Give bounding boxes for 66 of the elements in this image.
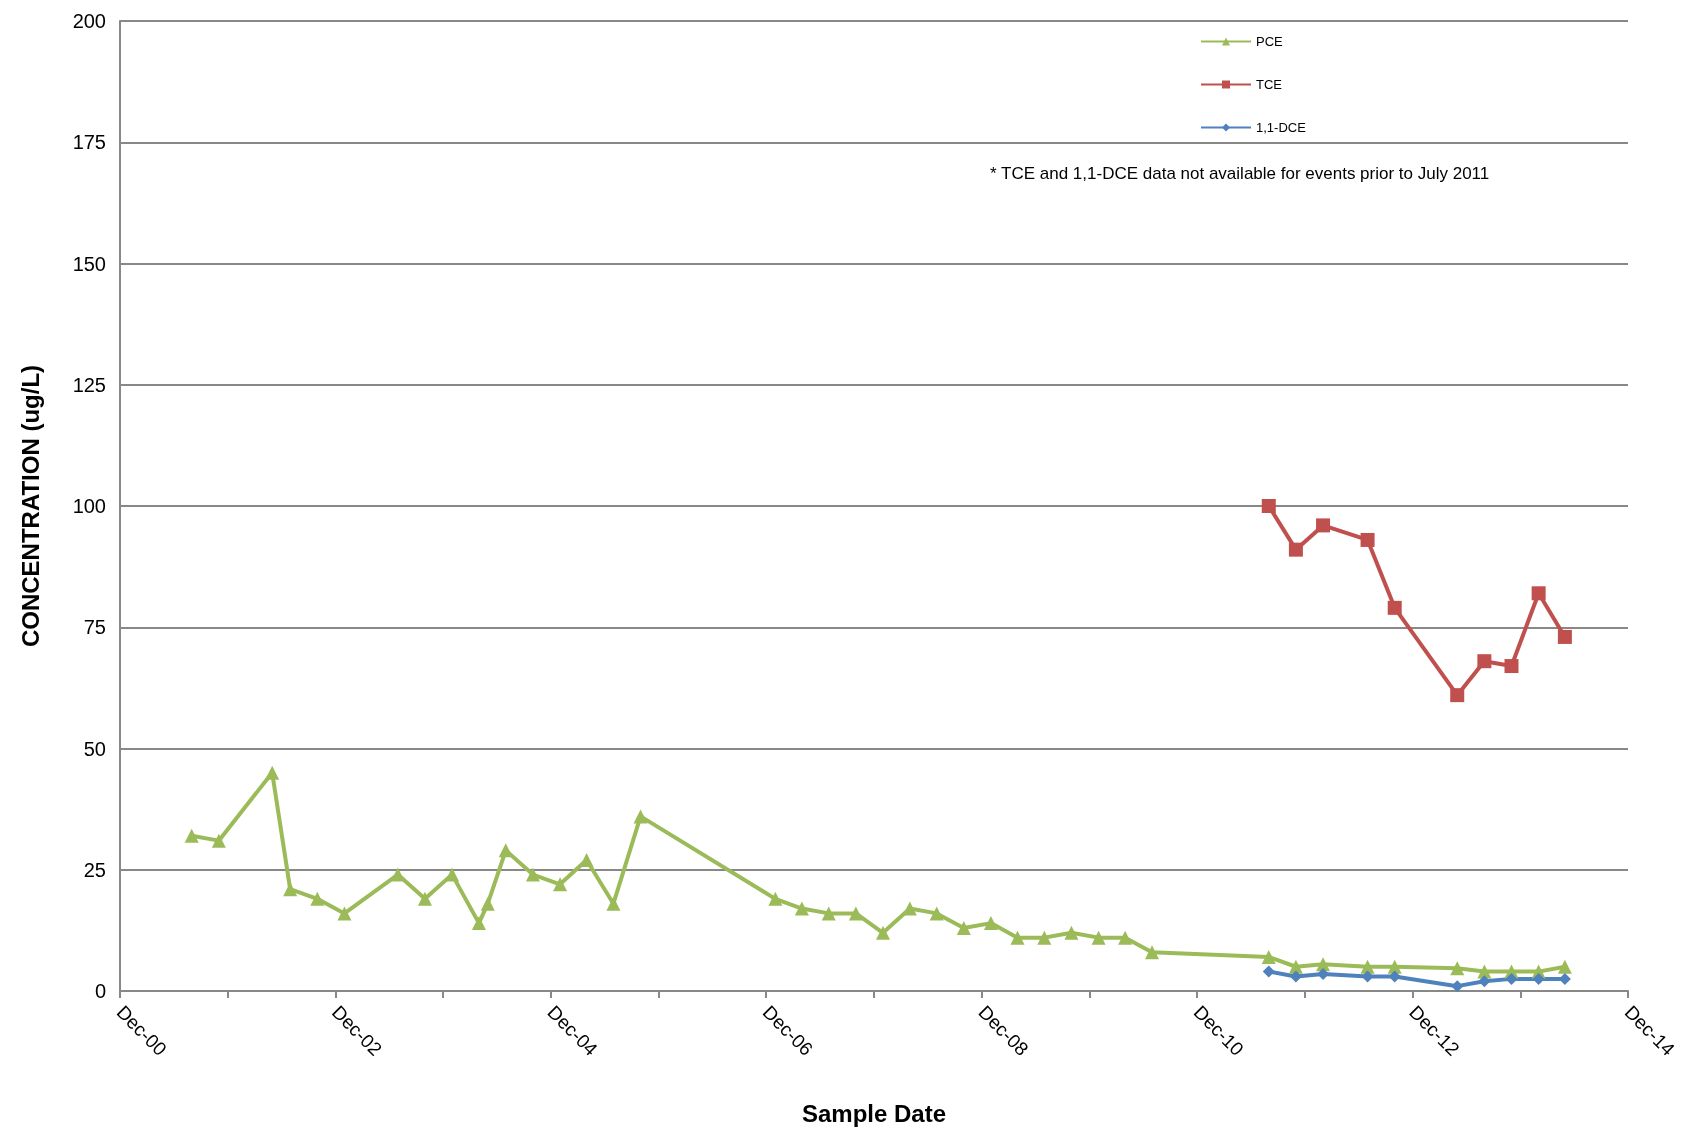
point: [1478, 975, 1491, 988]
y-tick-label: 0: [94, 980, 106, 1002]
point: [1451, 980, 1464, 993]
point: [956, 920, 971, 935]
point: [1261, 499, 1276, 513]
point: [1504, 659, 1519, 674]
point: [265, 765, 280, 780]
point: [1505, 972, 1518, 985]
point: [1037, 930, 1052, 945]
point: [1262, 965, 1275, 978]
point: [1010, 930, 1025, 945]
y-tick-label: 100: [72, 495, 106, 517]
point: [902, 901, 917, 916]
annotation: * TCE and 1,1-DCE data not available for events prior to July 2011: [990, 164, 1490, 183]
point: [1288, 542, 1303, 557]
point: [1261, 950, 1276, 965]
point: [1289, 970, 1302, 983]
point: [794, 901, 809, 916]
y-tick-label: 200: [72, 10, 106, 32]
point: [983, 916, 998, 931]
point: [417, 891, 432, 906]
point: [1091, 930, 1106, 945]
point: [606, 896, 621, 911]
point: [1477, 654, 1492, 669]
point: [1064, 925, 1079, 940]
point: [184, 828, 199, 843]
y-tick-label: 150: [72, 252, 106, 275]
x-axis-title: Sample Date: [801, 1099, 947, 1127]
point: [821, 906, 836, 921]
legend-label: TCE: [1256, 77, 1283, 92]
point: [283, 882, 298, 897]
legend-label: PCE: [1256, 34, 1284, 49]
y-tick-label: 75: [83, 616, 106, 639]
point: [848, 906, 863, 921]
point: [390, 867, 405, 882]
point: [471, 916, 486, 931]
point: [1532, 972, 1545, 985]
point: [1450, 688, 1465, 703]
point: [929, 906, 944, 921]
point: [633, 809, 648, 824]
point: [310, 891, 325, 906]
y-tick-label: 50: [83, 737, 106, 760]
point: [1144, 945, 1159, 960]
point: [1387, 600, 1402, 615]
y-tick-label: 25: [83, 858, 106, 881]
point: [1360, 532, 1375, 547]
point: [480, 896, 495, 911]
y-tick-label: 175: [72, 131, 106, 154]
point: [768, 891, 783, 906]
point: [1118, 930, 1133, 945]
point: [876, 925, 890, 940]
point: [337, 906, 352, 921]
y-tick-label: 125: [72, 373, 106, 396]
point: [553, 877, 568, 892]
point: [525, 867, 540, 882]
point: [1557, 959, 1572, 974]
point: [445, 867, 460, 882]
legend-label: 1,1-DCE: [1256, 120, 1307, 135]
point: [1450, 961, 1465, 976]
point: [1316, 518, 1331, 533]
point: [1316, 957, 1331, 972]
point: [1557, 629, 1572, 644]
point: [1531, 586, 1546, 601]
point: [498, 843, 513, 858]
point: [211, 833, 226, 848]
y-axis-title: CONCENTRATION (ug/L): [16, 364, 44, 648]
